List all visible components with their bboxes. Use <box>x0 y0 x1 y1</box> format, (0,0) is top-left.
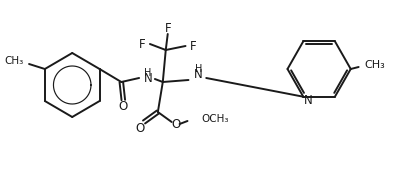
Text: H: H <box>144 68 152 78</box>
Text: N: N <box>144 73 152 85</box>
Text: N: N <box>194 68 203 81</box>
Text: OCH₃: OCH₃ <box>201 114 229 124</box>
Text: N: N <box>304 94 313 107</box>
Text: O: O <box>119 101 128 113</box>
Text: F: F <box>164 21 171 35</box>
Text: CH₃: CH₃ <box>365 60 385 70</box>
Text: F: F <box>139 38 145 50</box>
Text: F: F <box>190 39 197 53</box>
Text: CH₃: CH₃ <box>4 56 23 66</box>
Text: H: H <box>195 64 202 74</box>
Text: O: O <box>171 118 180 130</box>
Text: O: O <box>136 121 145 135</box>
